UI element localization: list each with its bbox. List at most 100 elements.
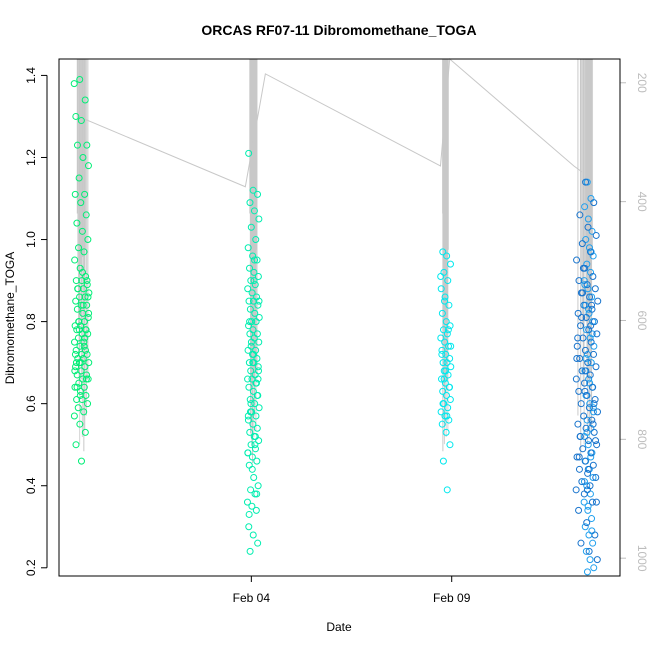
data-point: [255, 338, 263, 346]
data-point: [71, 383, 79, 391]
data-point: [582, 547, 590, 555]
data-point: [590, 199, 598, 207]
data-point: [250, 474, 258, 482]
points-layer: [70, 76, 602, 576]
data-point: [249, 420, 257, 428]
data-point: [76, 391, 84, 399]
data-point: [572, 486, 580, 494]
data-point: [76, 342, 84, 350]
data-point: [82, 375, 90, 383]
y-tick-label: 0.6: [24, 395, 38, 412]
data-point: [441, 293, 449, 301]
data-point: [573, 355, 581, 363]
data-point: [72, 112, 80, 120]
data-point: [73, 383, 81, 391]
data-point: [584, 437, 592, 445]
data-point: [572, 375, 580, 383]
y-axis-label: Dibromomethane_TOGA: [3, 252, 17, 385]
data-point: [591, 531, 599, 539]
data-point: [74, 285, 82, 293]
data-point: [85, 289, 93, 297]
data-point: [583, 260, 591, 268]
data-point: [440, 375, 448, 383]
data-point: [442, 428, 450, 436]
y2-tick-label: 200: [635, 73, 649, 93]
data-point: [575, 277, 583, 285]
data-point: [250, 350, 258, 358]
data-point: [77, 199, 85, 207]
data-point: [250, 207, 258, 215]
data-point: [445, 416, 453, 424]
data-point: [81, 96, 89, 104]
data-point: [582, 314, 590, 321]
data-point: [590, 350, 598, 358]
data-point: [244, 244, 252, 252]
data-point: [439, 359, 447, 367]
series-rf10: [580, 178, 598, 576]
data-point: [246, 318, 254, 326]
data-point: [443, 412, 451, 420]
data-point: [246, 305, 254, 313]
y-tick-label: 1.2: [24, 149, 38, 166]
data-point: [84, 400, 92, 408]
data-point: [251, 281, 259, 289]
data-point: [72, 441, 80, 449]
data-point: [576, 355, 584, 363]
data-point: [586, 293, 594, 301]
data-point: [587, 322, 595, 330]
data-point: [254, 272, 262, 280]
data-point: [71, 190, 79, 198]
data-point: [252, 236, 260, 244]
data-point: [574, 420, 582, 428]
data-point: [254, 482, 262, 490]
data-point: [587, 424, 595, 432]
data-point: [583, 568, 591, 576]
data-point: [82, 346, 89, 354]
data-point: [588, 515, 596, 523]
data-point: [584, 469, 592, 477]
data-point: [249, 531, 257, 539]
series-rf11: [572, 178, 602, 564]
data-point: [586, 248, 594, 256]
data-point: [251, 441, 259, 449]
data-point: [80, 338, 88, 346]
data-point: [248, 502, 256, 510]
data-point: [582, 178, 590, 186]
data-point: [254, 363, 262, 371]
data-point: [76, 387, 84, 395]
data-point: [439, 457, 447, 465]
data-point: [85, 309, 93, 317]
data-point: [437, 408, 445, 416]
x-tick-label: Feb 04: [233, 591, 271, 605]
data-point: [70, 80, 78, 88]
data-point: [590, 428, 598, 436]
data-point: [248, 289, 256, 297]
data-point: [585, 404, 593, 412]
data-point: [254, 539, 262, 547]
data-point: [76, 76, 84, 84]
data-point: [579, 289, 587, 297]
data-point: [247, 400, 255, 408]
data-point: [243, 498, 251, 506]
data-point: [582, 236, 590, 244]
data-point: [447, 342, 455, 350]
data-point: [76, 420, 84, 428]
data-point: [581, 523, 589, 531]
data-point: [575, 453, 583, 461]
data-point: [82, 211, 90, 219]
data-point: [581, 281, 589, 289]
data-point: [248, 465, 256, 473]
data-point: [441, 379, 449, 387]
data-point: [582, 424, 590, 432]
data-point: [584, 215, 592, 223]
data-point: [592, 474, 600, 482]
data-point: [443, 252, 451, 260]
data-point: [80, 342, 88, 350]
data-point: [590, 400, 598, 408]
data-point: [580, 478, 588, 486]
chart-title: ORCAS RF07-11 Dibromomethane_TOGA: [201, 22, 476, 38]
data-point: [244, 375, 252, 383]
data-point: [247, 441, 255, 449]
data-point: [583, 416, 591, 424]
data-point: [246, 408, 254, 416]
